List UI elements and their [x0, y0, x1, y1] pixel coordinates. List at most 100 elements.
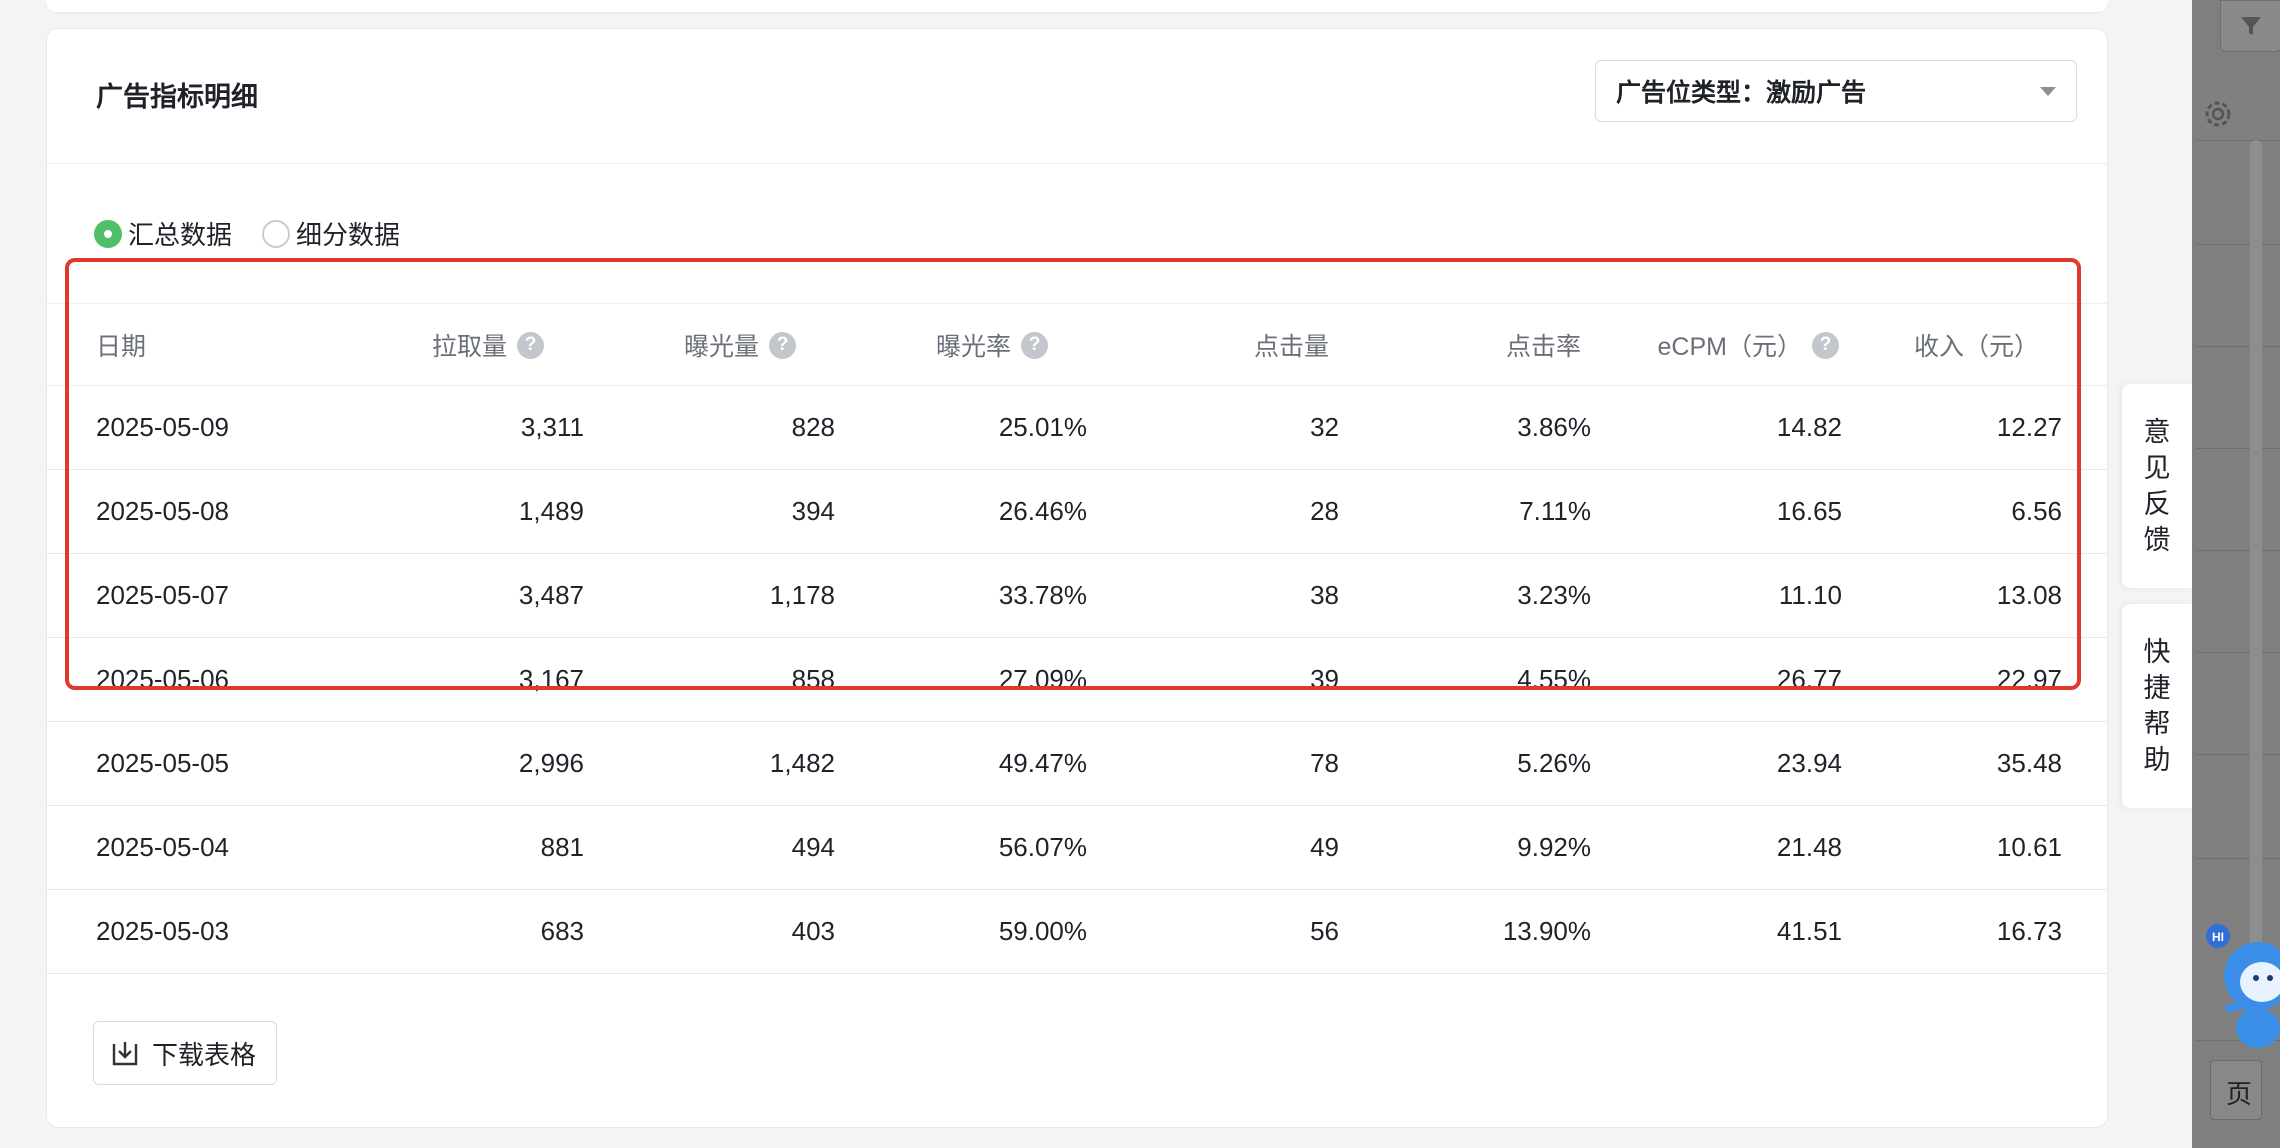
help-icon[interactable]: ?	[517, 331, 544, 359]
cell-clicks: 49	[1310, 832, 1339, 862]
cell-clicks: 28	[1310, 496, 1339, 526]
assistant-mascot[interactable]: HI	[2196, 916, 2280, 1056]
table-row: 2025-05-06 3,167 858 27.09% 39 4.55% 26.77 22.9…	[47, 638, 2107, 722]
cell-date: 2025-05-03	[96, 916, 229, 946]
cell-ctr: 9.92%	[1517, 832, 1591, 862]
scrollbar[interactable]	[2250, 140, 2262, 1040]
side-panel-content	[2196, 70, 2280, 1040]
quick-help-tab[interactable]: 快 捷 帮 助	[2122, 604, 2192, 808]
cell-impressions: 828	[791, 412, 835, 442]
cell-clicks: 56	[1310, 916, 1339, 946]
cell-ctr: 7.11%	[1519, 496, 1591, 526]
cell-date: 2025-05-09	[96, 412, 229, 442]
cell-revenue: 22.97	[1996, 664, 2062, 694]
help-icon[interactable]: ?	[1021, 331, 1048, 359]
cell-impression-rate: 25.01%	[998, 412, 1087, 442]
table-row: 2025-05-08 1,489 394 26.46% 28 7.11% 16.65 6.56	[47, 470, 2107, 554]
cell-impressions: 494	[791, 832, 835, 862]
cell-clicks: 38	[1310, 580, 1339, 610]
radio-detail[interactable]: 细分数据	[262, 215, 400, 252]
cell-requests: 3,167	[518, 664, 584, 694]
radio-summary-dot[interactable]	[94, 219, 122, 248]
radio-detail-dot[interactable]	[262, 219, 291, 248]
cell-clicks: 39	[1310, 664, 1339, 694]
radio-summary[interactable]: 汇总数据	[94, 215, 232, 252]
table-divider	[47, 303, 2107, 304]
column-header-ecpm: eCPM（元） ?	[1658, 327, 1839, 363]
radio-detail-label: 细分数据	[296, 220, 401, 250]
feedback-tab-char: 馈	[2143, 525, 2171, 555]
cell-ctr: 3.86%	[1517, 412, 1591, 442]
table-row: 2025-05-03 683 403 59.00% 56 13.90% 41.51 16.73	[47, 890, 2107, 974]
column-header-impressions: 曝光量 ?	[684, 327, 796, 363]
cell-ecpm: 21.48	[1776, 832, 1842, 862]
filter-icon	[2241, 17, 2261, 35]
table-row: 2025-05-05 2,996 1,482 49.47% 78 5.26% 23.94 35…	[47, 722, 2107, 806]
cell-revenue: 6.56	[2011, 496, 2062, 526]
table-row: 2025-05-09 3,311 828 25.01% 32 3.86% 14.82 12.2…	[47, 386, 2107, 470]
cell-ctr: 5.26%	[1517, 748, 1591, 778]
page-input[interactable]	[2210, 1060, 2262, 1120]
cell-ecpm: 41.51	[1776, 916, 1842, 946]
help-icon[interactable]: ?	[1812, 331, 1839, 359]
feedback-tab-char: 意	[2143, 417, 2171, 447]
cell-date: 2025-05-04	[96, 832, 229, 862]
view-mode-radio-group: 汇总数据 细分数据	[94, 215, 430, 252]
column-header-requests: 拉取量 ?	[432, 327, 544, 363]
cell-ecpm: 11.10	[1778, 580, 1842, 610]
cell-impressions: 1,482	[769, 748, 835, 778]
cell-requests: 1,489	[518, 496, 584, 526]
cell-requests: 881	[540, 832, 584, 862]
column-header-clicks: 点击量	[1253, 333, 1329, 361]
cell-impressions: 1,178	[769, 580, 835, 610]
cell-impression-rate: 27.09%	[998, 664, 1087, 694]
settings-button[interactable]	[2198, 94, 2238, 134]
feedback-tab-char: 反	[2143, 489, 2171, 519]
cell-clicks: 32	[1310, 412, 1339, 442]
card-title: 广告指标明细	[96, 82, 258, 112]
cell-revenue: 16.73	[1996, 916, 2062, 946]
radio-summary-label: 汇总数据	[128, 220, 233, 250]
quick-help-tab-char: 助	[2143, 745, 2171, 775]
column-header-impression-rate: 曝光率 ?	[936, 327, 1048, 363]
cell-impression-rate: 26.46%	[998, 496, 1087, 526]
previous-card-edge	[46, 0, 2108, 12]
feedback-tab[interactable]: 意 见 反 馈	[2122, 384, 2192, 588]
table-header: 日期 拉取量 ? 曝光量 ? 曝光率 ? 点击量 点击率 eCPM（元） ? 收…	[47, 325, 2107, 365]
cell-requests: 2,996	[518, 748, 584, 778]
cell-ctr: 3.23%	[1517, 580, 1591, 610]
table-header-divider	[47, 385, 2107, 386]
cell-ecpm: 23.94	[1776, 748, 1842, 778]
ad-metrics-card: 广告指标明细 广告位类型：激励广告 汇总数据 细分数据 日期 拉取量 ? 曝光量…	[46, 28, 2108, 1128]
cell-date: 2025-05-06	[96, 664, 229, 694]
placement-type-value: 广告位类型：激励广告	[1616, 79, 1867, 107]
card-header: 广告指标明细 广告位类型：激励广告	[47, 29, 2107, 164]
gear-icon	[2205, 101, 2231, 127]
cell-impression-rate: 33.78%	[998, 580, 1087, 610]
cell-impressions: 858	[791, 664, 835, 694]
cell-revenue: 10.61	[1996, 832, 2062, 862]
cell-impressions: 403	[791, 916, 835, 946]
table-row: 2025-05-04 881 494 56.07% 49 9.92% 21.48 10.61	[47, 806, 2107, 890]
cell-ecpm: 26.77	[1776, 664, 1842, 694]
cell-date: 2025-05-08	[96, 496, 229, 526]
cell-revenue: 12.27	[1996, 412, 2062, 442]
chevron-down-icon	[2040, 87, 2056, 96]
download-table-label: 下载表格	[152, 1039, 257, 1070]
cell-requests: 683	[540, 916, 584, 946]
quick-help-tab-char: 快	[2143, 637, 2171, 667]
filter-button[interactable]	[2220, 0, 2280, 52]
table-row: 2025-05-07 3,487 1,178 33.78% 38 3.23% 11.10 13…	[47, 554, 2107, 638]
cell-impression-rate: 49.47%	[998, 748, 1087, 778]
page-label: 页	[2226, 1079, 2253, 1109]
cell-impression-rate: 56.07%	[998, 832, 1087, 862]
feedback-tab-char: 见	[2143, 453, 2171, 483]
cell-ecpm: 16.65	[1776, 496, 1842, 526]
download-table-button[interactable]: 下载表格	[93, 1021, 277, 1085]
cell-ecpm: 14.82	[1776, 412, 1842, 442]
table-body: 2025-05-09 3,311 828 25.01% 32 3.86% 14.82 12.2…	[47, 386, 2107, 974]
cell-date: 2025-05-07	[96, 580, 229, 610]
cell-ctr: 13.90%	[1502, 916, 1591, 946]
help-icon[interactable]: ?	[769, 331, 796, 359]
placement-type-select[interactable]: 广告位类型：激励广告	[1595, 60, 2077, 122]
